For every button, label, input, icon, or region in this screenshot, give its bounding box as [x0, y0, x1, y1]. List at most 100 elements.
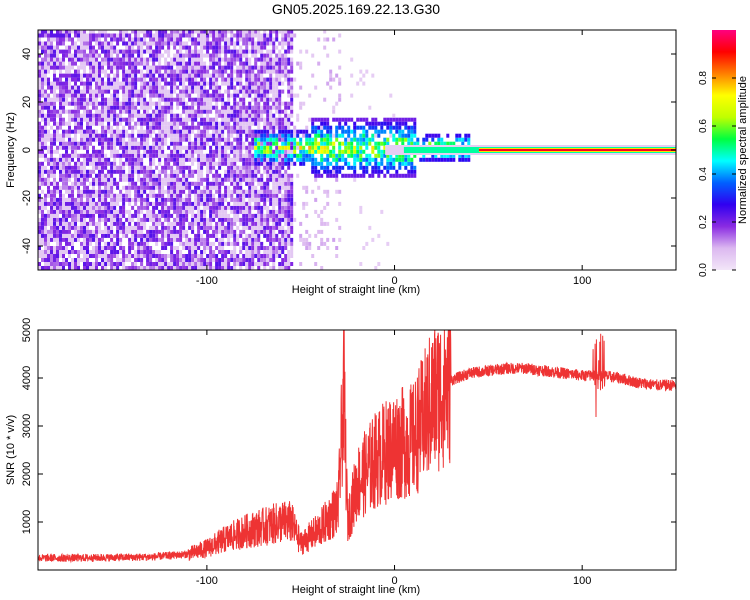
heatmap-cell [170, 185, 174, 190]
heatmap-cell [209, 149, 213, 154]
heatmap-cell [236, 81, 240, 86]
heatmap-cell [359, 165, 363, 170]
heatmap-cell [260, 41, 264, 46]
heatmap-cell [128, 241, 132, 246]
heatmap-cell [290, 254, 294, 258]
heatmap-cell [269, 229, 273, 234]
heatmap-cell [110, 153, 114, 158]
heatmap-cell [140, 266, 144, 270]
heatmap-cell [155, 41, 159, 46]
heatmap-cell [107, 201, 111, 206]
heatmap-cell [281, 165, 285, 170]
heatmap-cell [188, 109, 192, 114]
heatmap-cell [77, 49, 80, 54]
heatmap-cell [212, 129, 216, 134]
heatmap-cell [44, 73, 47, 78]
heatmap-cell [134, 33, 138, 38]
heatmap-cell [359, 153, 363, 158]
heatmap-cell [437, 141, 441, 146]
heatmap-cell [161, 205, 165, 210]
heatmap-cell [119, 241, 123, 246]
heatmap-cell [242, 41, 246, 46]
heatmap-cell [185, 69, 189, 74]
heatmap-cell [167, 73, 171, 78]
heatmap-cell [332, 145, 336, 150]
heatmap-cell [131, 37, 135, 42]
heatmap-cell [89, 169, 92, 174]
heatmap-cell [164, 57, 168, 62]
heatmap-cell [272, 69, 276, 74]
heatmap-cell [254, 254, 258, 258]
heatmap-cell [152, 89, 156, 94]
heatmap-cell [146, 73, 150, 78]
heatmap-cell [251, 145, 255, 150]
heatmap-cell [206, 33, 210, 38]
heatmap-cell [290, 205, 294, 210]
heatmap-cell [47, 185, 50, 190]
heatmap-cell [359, 209, 363, 214]
heatmap-cell [170, 77, 174, 82]
heatmap-cell [38, 109, 41, 114]
heatmap-cell [287, 173, 291, 178]
heatmap-cell [431, 137, 435, 142]
heatmap-cell [251, 137, 255, 142]
heatmap-cell [233, 217, 237, 222]
heatmap-cell [224, 45, 228, 50]
heatmap-cell [134, 254, 138, 258]
heatmap-cell [173, 181, 177, 186]
heatmap-cell [92, 197, 95, 202]
heatmap-cell [98, 77, 101, 82]
heatmap-cell [59, 89, 62, 94]
heatmap-cell [197, 125, 201, 130]
heatmap-cell [152, 77, 156, 82]
heatmap-cell [245, 169, 249, 174]
heatmap-cell [77, 93, 80, 98]
heatmap-cell [47, 193, 50, 198]
heatmap-cell [257, 117, 261, 122]
heatmap-cell [215, 161, 219, 166]
heatmap-cell [329, 169, 333, 174]
heatmap-cell [59, 65, 62, 70]
heatmap-cell [287, 161, 291, 166]
heatmap-cell [161, 73, 165, 78]
heatmap-cell [122, 57, 126, 62]
heatmap-cell [38, 105, 41, 110]
heatmap-cell [182, 169, 186, 174]
heatmap-cell [38, 209, 41, 214]
heatmap-cell [341, 149, 345, 154]
heatmap-cell [266, 97, 270, 102]
heatmap-cell [278, 266, 282, 270]
heatmap-cell [236, 153, 240, 158]
heatmap-cell [68, 153, 71, 158]
heatmap-cell [113, 89, 117, 94]
heatmap-cell [107, 41, 111, 46]
heatmap-cell [206, 237, 210, 242]
heatmap-cell [101, 250, 104, 254]
heatmap-cell [170, 221, 174, 226]
heatmap-cell [272, 129, 276, 134]
heatmap-cell [278, 137, 282, 142]
heatmap-cell [338, 93, 342, 98]
heatmap-cell [164, 262, 168, 266]
heatmap-cell [467, 157, 471, 162]
heatmap-cell [200, 266, 204, 270]
heatmap-cell [293, 129, 297, 134]
heatmap-cell [38, 129, 41, 134]
heatmap-cell [119, 105, 123, 110]
heatmap-cell [113, 193, 117, 198]
heatmap-cell [149, 185, 153, 190]
heatmap-cell [56, 77, 59, 82]
heatmap-cell [317, 117, 321, 122]
heatmap-cell [248, 105, 252, 110]
heatmap-cell [233, 109, 237, 114]
heatmap-cell [68, 197, 71, 202]
heatmap-cell [41, 45, 44, 50]
heatmap-cell [164, 225, 168, 230]
heatmap-cell [113, 246, 117, 250]
heatmap-cell [140, 258, 144, 262]
heatmap-cell [128, 113, 132, 118]
heatmap-cell [107, 109, 111, 114]
heatmap-cell [158, 73, 162, 78]
heatmap-cell [71, 77, 74, 82]
heatmap-cell [245, 241, 249, 246]
